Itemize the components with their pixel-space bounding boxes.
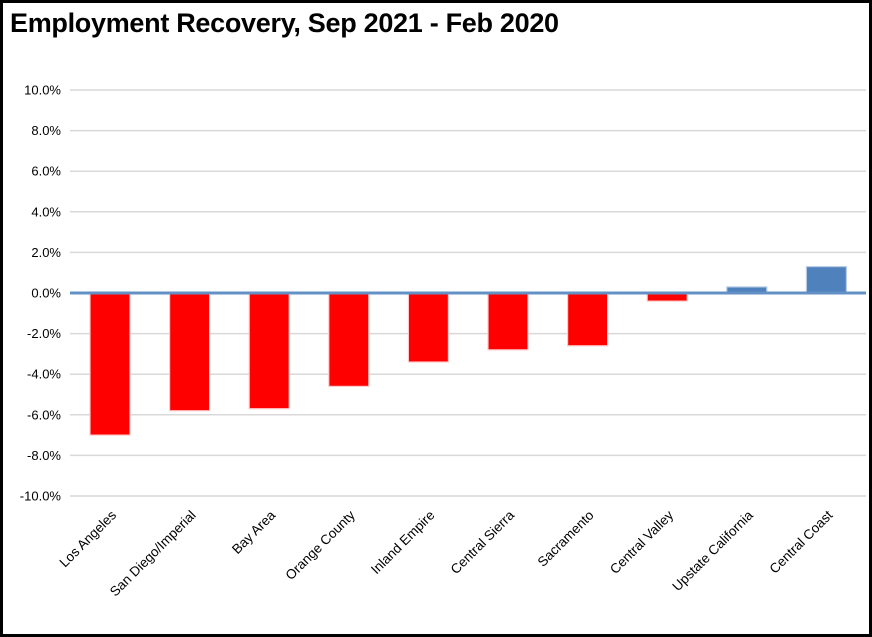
y-axis-tick-label: -8.0% bbox=[27, 448, 61, 463]
bar-orange-county bbox=[328, 292, 370, 387]
x-axis-category-label: Sacramento bbox=[535, 508, 597, 570]
bar-central-sierra bbox=[487, 292, 529, 351]
x-axis-category-label: San Diego/Imperial bbox=[107, 508, 199, 600]
y-axis-tick-label: 0.0% bbox=[31, 286, 61, 301]
x-axis-category-label: Central Valley bbox=[607, 507, 676, 576]
y-axis-tick-label: -6.0% bbox=[27, 407, 61, 422]
x-axis-category-label: Central Sierra bbox=[448, 507, 518, 577]
y-axis-tick-label: -10.0% bbox=[20, 489, 62, 504]
bar-bay-area bbox=[248, 292, 290, 410]
x-axis-category-label: Inland Empire bbox=[368, 508, 438, 578]
bar-sacramento bbox=[566, 292, 609, 347]
bar-central-coast bbox=[805, 266, 848, 294]
y-axis-tick-label: 8.0% bbox=[31, 123, 61, 138]
chart-title: Employment Recovery, Sep 2021 - Feb 2020 bbox=[10, 8, 559, 38]
y-axis-tick-label: -2.0% bbox=[27, 326, 61, 341]
y-axis-tick-label: -4.0% bbox=[27, 367, 61, 382]
y-axis-tick-label: 6.0% bbox=[31, 164, 61, 179]
y-axis-tick-label: 4.0% bbox=[31, 204, 61, 219]
x-axis-category-label: Bay Area bbox=[229, 507, 279, 557]
y-axis-tick-label: 2.0% bbox=[31, 245, 61, 260]
x-axis-category-label: Los Angeles bbox=[56, 507, 119, 570]
bar-san-diego-imperial bbox=[169, 292, 211, 412]
x-axis-category-label: Orange County bbox=[283, 507, 359, 583]
bar-inland-empire bbox=[407, 292, 449, 363]
bar-los-angeles bbox=[89, 292, 131, 436]
y-axis-tick-label: 10.0% bbox=[24, 83, 61, 98]
x-axis-category-label: Central Coast bbox=[767, 507, 836, 576]
bar-chart-canvas: 10.0% 8.0% 6.0% 4.0% 2.0% 0.0% -2.0% -4.0% -6.0%… bbox=[20, 83, 866, 600]
x-axis-category-label: Upstate California bbox=[669, 507, 756, 594]
